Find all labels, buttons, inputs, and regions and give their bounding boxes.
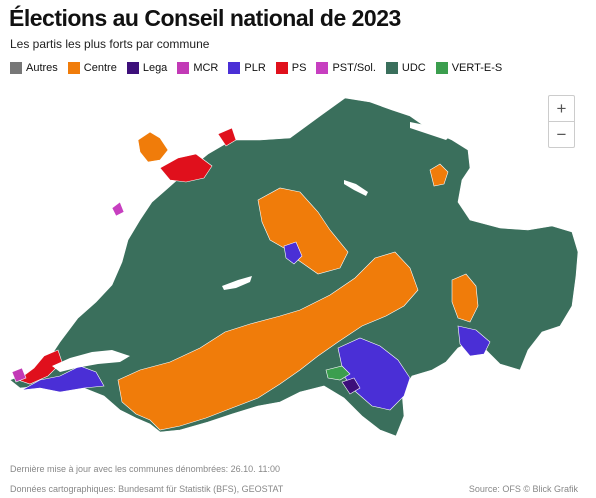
map-lake-thun-brienz [222, 276, 252, 290]
map-region-verts-ticino [325, 365, 351, 381]
switzerland-map[interactable] [0, 80, 596, 455]
legend-label: PS [291, 62, 307, 74]
map-region-plr-engadin [457, 325, 491, 357]
page-subtitle: Les partis les plus forts par commune [10, 37, 210, 51]
map-region-lega-ticino [341, 377, 361, 395]
legend-swatch [177, 62, 190, 74]
legend: Autres Centre Lega MCR PLR PS PST/Sol. U… [10, 62, 512, 74]
map-region-centre-south [117, 251, 419, 431]
map-lake-constance [410, 122, 450, 140]
legend-label: MCR [193, 62, 219, 74]
footer-updated: Dernière mise à jour avec les communes d… [10, 464, 280, 474]
page-title: Élections au Conseil national de 2023 [9, 5, 401, 31]
legend-label: Autres [26, 62, 58, 74]
legend-swatch [10, 62, 22, 74]
legend-item-pst-sol: PST/Sol. [316, 62, 376, 74]
legend-swatch [126, 62, 139, 74]
legend-swatch [228, 62, 241, 74]
legend-label: PST/Sol. [332, 62, 376, 74]
footer-cartography: Données cartographiques: Bundesamt für S… [10, 484, 284, 494]
legend-item-udc: UDC [385, 62, 426, 74]
map-lake-geneva [52, 350, 130, 372]
map-region-ps-geneva [17, 349, 63, 385]
legend-swatch [385, 62, 398, 74]
map-region-centre-east [429, 163, 449, 187]
legend-swatch [316, 62, 329, 74]
legend-label: Lega [142, 62, 168, 74]
legend-item-ps: PS [275, 62, 307, 74]
legend-label: VERT-E-S [451, 62, 503, 74]
legend-label: UDC [401, 62, 426, 74]
legend-item-mcr: MCR [177, 62, 218, 74]
legend-swatch [435, 62, 448, 74]
map-region-plr-vaud [21, 365, 105, 393]
map-region-centre-gr [451, 273, 479, 323]
legend-item-centre: Centre [67, 62, 117, 74]
map-region-centre-central [257, 187, 349, 275]
map-region-plr-central [283, 241, 303, 265]
zoom-in-button[interactable]: + [556, 99, 567, 118]
legend-item-plr: PLR [228, 62, 266, 74]
map-lake-zurich [344, 180, 368, 196]
map-region-ps-biel [217, 127, 237, 147]
footer-source: Source: OFS © Blick Grafik [468, 484, 578, 494]
legend-swatch [67, 62, 80, 74]
map-region-centre-north [137, 131, 169, 163]
legend-label: Centre [83, 62, 117, 74]
legend-item-autres: Autres [10, 62, 58, 74]
legend-item-verts: VERT-E-S [435, 62, 503, 74]
map-lake-neuchatel [108, 204, 140, 232]
map-region-mcr-geneva [11, 367, 27, 383]
legend-swatch [275, 62, 288, 74]
map-region-ps-jura [159, 153, 213, 183]
legend-item-lega: Lega [126, 62, 168, 74]
zoom-out-button[interactable]: − [549, 121, 574, 147]
legend-label: PLR [244, 62, 266, 74]
zoom-control: + − [548, 95, 575, 148]
